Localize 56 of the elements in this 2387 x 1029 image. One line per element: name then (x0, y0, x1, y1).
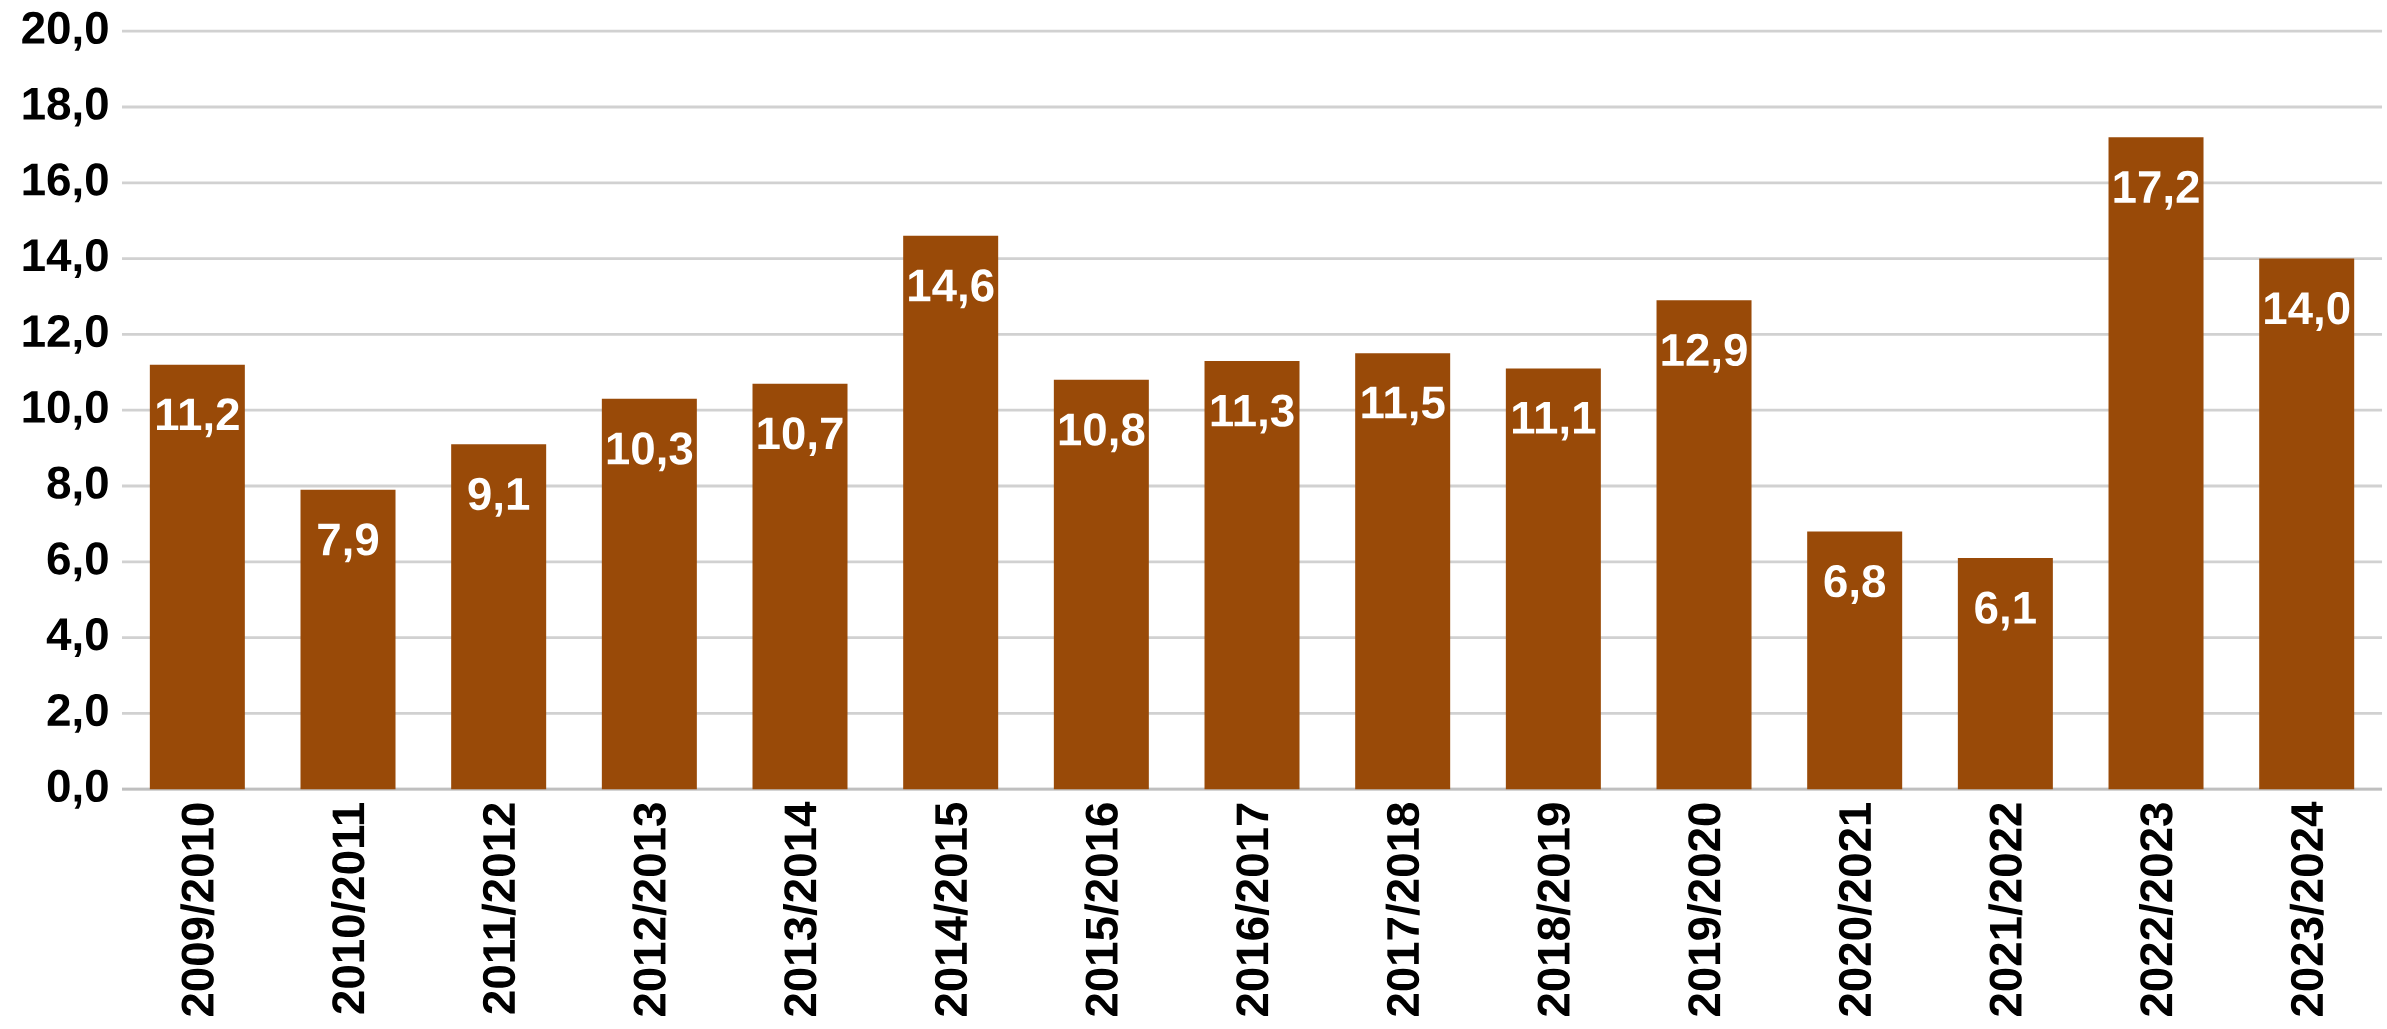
y-tick-label: 6,0 (47, 542, 108, 582)
y-tick-label: 4,0 (46, 617, 108, 657)
data-label: 11,1 (1513, 401, 1596, 441)
x-tick-label: 2020/2021 (1837, 802, 1872, 1016)
data-label: 6,8 (1824, 564, 1886, 604)
y-tick-label: 20,0 (22, 11, 108, 51)
bar (451, 444, 547, 790)
data-label: 7,9 (318, 523, 379, 563)
x-tick-label: 2023/2024 (2289, 801, 2324, 1016)
data-label: 11,2 (157, 398, 239, 438)
bar (752, 383, 848, 790)
x-tick-label: 2014/2015 (933, 802, 968, 1016)
x-tick-label: 2010/2011 (330, 802, 366, 1014)
y-tick-label: 8,0 (47, 466, 108, 506)
data-label: 17,2 (2114, 170, 2199, 210)
bar (1355, 353, 1451, 790)
bar (1204, 360, 1300, 790)
bar (1807, 531, 1903, 790)
x-tick-label: 2017/2018 (1385, 802, 1420, 1016)
x-tick-label: 2015/2016 (1084, 803, 1119, 1016)
bar (1053, 379, 1149, 790)
bar (601, 398, 697, 790)
y-tick-label: 14,0 (23, 238, 108, 278)
x-tick-label: 2013/2014 (782, 801, 818, 1016)
x-tick-label: 2009/2010 (180, 803, 215, 1016)
bar (1505, 368, 1601, 790)
x-tick-label: 2018/2019 (1536, 803, 1571, 1016)
data-label: 10,3 (607, 432, 693, 472)
bar (2259, 258, 2355, 790)
bar (2108, 137, 2204, 790)
y-tick-label: 12,0 (23, 314, 108, 354)
data-label: 11,5 (1362, 386, 1445, 426)
data-label: 10,7 (758, 417, 843, 456)
bar (903, 235, 999, 790)
y-tick-label: 18,0 (23, 87, 108, 127)
bar (300, 489, 396, 790)
x-tick-label: 2021/2022 (1988, 803, 2023, 1016)
y-tick-label: 2,0 (47, 693, 108, 733)
x-tick-label: 2019/2020 (1686, 803, 1722, 1016)
y-tick-label: 10,0 (23, 390, 108, 430)
data-label: 12,9 (1662, 333, 1747, 373)
y-tick-label: 0,0 (47, 769, 108, 809)
x-tick-label: 2012/2013 (632, 803, 667, 1016)
data-label: 11,3 (1211, 394, 1294, 434)
x-tick-label: 2011/2012 (481, 803, 516, 1014)
bar (1656, 300, 1752, 790)
data-label: 9,1 (468, 477, 530, 517)
x-tick-label: 2022/2023 (2138, 803, 2174, 1016)
bar (1957, 557, 2053, 790)
data-label: 6,1 (1975, 591, 2036, 631)
bar (149, 364, 245, 790)
data-label: 14,6 (909, 269, 994, 309)
data-label: 10,8 (1059, 413, 1145, 453)
data-label: 14,0 (2265, 291, 2350, 331)
x-tick-label: 2016/2017 (1234, 803, 1270, 1016)
y-tick-label: 16,0 (23, 163, 108, 203)
